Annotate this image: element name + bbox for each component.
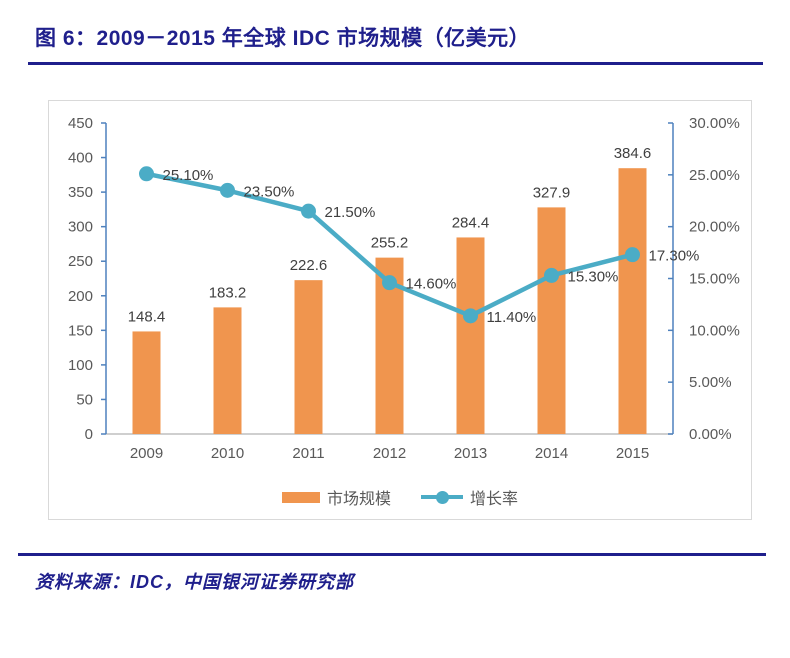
- line-value-label: 21.50%: [325, 204, 376, 221]
- right-axis-tick-label: 20.00%: [689, 219, 740, 236]
- left-axis-tick-label: 400: [68, 150, 93, 167]
- bar-value-label: 183.2: [209, 284, 247, 301]
- bar-value-label: 255.2: [371, 235, 409, 252]
- right-axis-tick-label: 10.00%: [689, 322, 740, 339]
- left-axis-tick-label: 300: [68, 219, 93, 236]
- figure-title: 图 6：2009－2015 年全球 IDC 市场规模（亿美元）: [35, 27, 531, 50]
- left-axis-tick-label: 350: [68, 184, 93, 201]
- right-axis-tick-label: 30.00%: [689, 115, 740, 132]
- line-value-label: 14.60%: [406, 276, 457, 293]
- title-underline: [28, 62, 763, 65]
- chart-legend: 市场规模 增长率: [49, 485, 751, 509]
- bar-2009: [132, 331, 161, 434]
- left-axis-tick-label: 100: [68, 357, 93, 374]
- bar-2011: [294, 280, 323, 434]
- line-marker-2009: [139, 166, 154, 182]
- x-axis-category-label: 2012: [373, 445, 406, 462]
- x-axis-category-label: 2011: [292, 445, 324, 462]
- line-marker-2015: [625, 247, 640, 263]
- legend-label-growth-rate: 增长率: [470, 491, 519, 508]
- right-axis-tick-label: 5.00%: [689, 374, 732, 391]
- right-axis-tick-label: 15.00%: [689, 271, 740, 288]
- footer-rule: [18, 553, 766, 556]
- line-value-label: 17.30%: [649, 248, 700, 265]
- bar-value-label: 148.4: [128, 308, 166, 325]
- line-marker-2011: [301, 203, 316, 219]
- left-axis-tick-label: 250: [68, 253, 93, 270]
- line-value-label: 15.30%: [568, 268, 619, 285]
- x-axis-category-label: 2013: [454, 445, 487, 462]
- legend-label-market-size: 市场规模: [326, 491, 391, 508]
- left-axis-tick-label: 50: [76, 391, 93, 408]
- legend-item-market-size: 市场规模: [281, 485, 391, 509]
- right-axis-tick-label: 25.00%: [689, 167, 740, 184]
- line-marker-2012: [382, 275, 397, 291]
- x-axis-category-label: 2014: [535, 445, 568, 462]
- bar-value-label: 222.6: [290, 257, 328, 274]
- chart-container: 0 50 100 150 200 250 300 350 400 450 0.00% 5.00% 10.…: [48, 100, 752, 520]
- x-axis-category-label: 2009: [130, 445, 163, 462]
- line-marker-2014: [544, 267, 559, 283]
- left-axis-tick-label: 450: [68, 115, 93, 132]
- left-axis-tick-label: 200: [68, 288, 93, 305]
- line-value-label: 11.40%: [487, 309, 537, 326]
- line-marker-dot: [435, 490, 449, 504]
- left-axis-tick-label: 0: [85, 426, 93, 443]
- combo-chart: 0 50 100 150 200 250 300 350 400 450 0.00% 5.00% 10.…: [68, 115, 740, 462]
- bar-value-label: 327.9: [533, 184, 571, 201]
- bar-2013: [456, 237, 485, 434]
- line-value-label: 25.10%: [163, 167, 214, 184]
- legend-item-growth-rate: 增长率: [421, 485, 518, 509]
- source-note: 资料来源：IDC，中国银河证券研究部: [35, 572, 354, 592]
- line-marker-2010: [220, 182, 235, 198]
- right-axis-tick-label: 0.00%: [689, 426, 732, 443]
- bar-series-swatch: [281, 491, 320, 503]
- left-axis-tick-label: 150: [68, 322, 93, 339]
- line-marker-2013: [463, 308, 478, 324]
- bar-value-label: 284.4: [452, 214, 490, 231]
- bar-2010: [213, 307, 242, 434]
- bar-value-label: 384.6: [614, 145, 652, 162]
- bar-2014: [537, 207, 566, 434]
- line-series-swatch: [421, 490, 463, 504]
- bar-2015: [618, 168, 647, 434]
- x-axis-category-label: 2010: [211, 445, 244, 462]
- line-value-label: 23.50%: [244, 183, 295, 200]
- x-axis-category-label: 2015: [616, 445, 649, 462]
